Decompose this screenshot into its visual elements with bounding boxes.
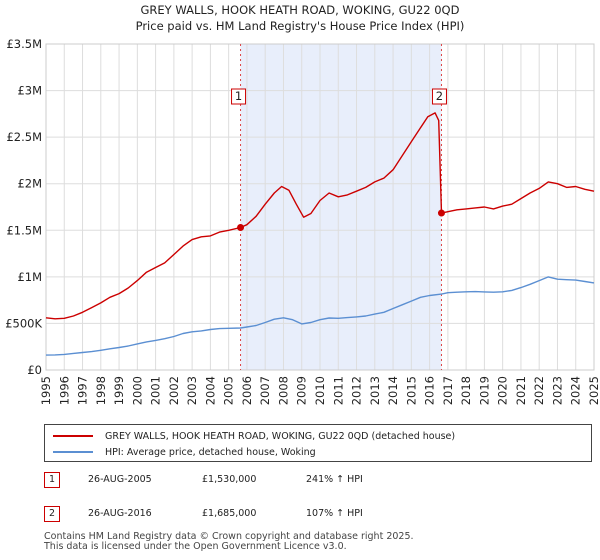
x-tick-label: 2012 [350,376,364,405]
x-tick-label: 2023 [550,376,564,405]
sale-date: 26-AUG-2005 [88,474,152,485]
x-tick-label: 2000 [130,376,144,405]
x-tick-label: 1999 [112,376,126,405]
x-tick-label: 2019 [477,376,491,405]
sale-hpi-change: 241% ↑ HPI [306,474,363,485]
legend-label-hpi: HPI: Average price, detached house, Woki… [105,446,316,458]
x-tick-label: 2015 [404,376,418,405]
legend-label-property: GREY WALLS, HOOK HEATH ROAD, WOKING, GU2… [105,430,456,442]
x-tick-label: 2005 [222,376,236,405]
x-tick-label: 2021 [514,376,528,405]
x-tick-label: 1996 [57,376,71,405]
x-tick-label: 2004 [203,376,217,405]
x-tick-label: 2002 [167,376,181,405]
x-tick-label: 2003 [185,376,199,405]
footer: Contains HM Land Registry data © Crown c… [44,532,414,552]
footer-licence: This data is licensed under the Open Gov… [44,541,347,552]
y-tick-label: £3M [17,84,42,98]
y-tick-label: £2.5M [6,130,42,144]
chart-subtitle: Price paid vs. HM Land Registry's House … [136,19,465,33]
series-line [45,276,595,356]
sale-price: £1,685,000 [202,508,257,519]
x-tick-label: 2011 [331,376,345,405]
legend-swatch-hpi [53,451,93,453]
x-tick-label: 2024 [569,376,583,405]
x-tick-label: 1998 [94,376,108,405]
x-tick-label: 2009 [295,376,309,405]
y-tick-label: £0 [27,363,42,377]
x-tick-label: 2008 [276,376,290,405]
sale-date: 26-AUG-2016 [88,508,152,519]
x-tick-label: 2016 [423,376,437,405]
legend-item-property: GREY WALLS, HOOK HEATH ROAD, WOKING, GU2… [53,429,455,443]
sale-point [237,223,245,231]
sale-label-box [231,88,247,105]
sale-row: 2 26-AUG-2016 £1,685,000 107% ↑ HPI [44,506,592,522]
sale-badge: 2 [44,506,60,522]
price-chart: GREY WALLS, HOOK HEATH ROAD, WOKING, GU2… [5,3,600,405]
y-tick-label: £500K [5,316,42,330]
y-tick-label: £2M [17,177,42,191]
sale-label-text: 1 [235,89,242,103]
sale-hpi-change: 107% ↑ HPI [306,508,363,519]
sale-point [437,209,445,217]
x-tick-label: 2001 [149,376,163,405]
legend-swatch-property [53,435,93,437]
x-tick-label: 2013 [368,376,382,405]
sale-badge: 1 [44,472,60,488]
series-line [45,112,595,320]
x-tick-label: 2018 [459,376,473,405]
y-tick-label: £1M [17,270,42,284]
chart-title: GREY WALLS, HOOK HEATH ROAD, WOKING, GU2… [141,3,460,17]
legend: GREY WALLS, HOOK HEATH ROAD, WOKING, GU2… [44,424,592,462]
x-tick-label: 2014 [386,376,400,405]
x-tick-label: 2025 [587,376,600,405]
plot-border [45,43,595,371]
y-tick-label: £3.5M [6,37,42,51]
x-tick-label: 2007 [258,376,272,405]
sale-label-text: 2 [436,89,443,103]
x-tick-label: 1995 [39,376,53,405]
sale-row: 1 26-AUG-2005 £1,530,000 241% ↑ HPI [44,472,592,488]
footer-copyright: Contains HM Land Registry data © Crown c… [44,531,414,542]
x-tick-label: 2020 [496,376,510,405]
sale-label-box [431,88,447,105]
x-tick-label: 2017 [441,376,455,405]
shaded-period [240,44,442,370]
x-tick-label: 2006 [240,376,254,405]
x-tick-label: 2022 [532,376,546,405]
legend-item-hpi: HPI: Average price, detached house, Woki… [53,445,316,459]
y-tick-label: £1.5M [6,223,42,237]
sale-price: £1,530,000 [202,474,257,485]
x-tick-label: 1997 [76,376,90,405]
x-tick-label: 2010 [313,376,327,405]
